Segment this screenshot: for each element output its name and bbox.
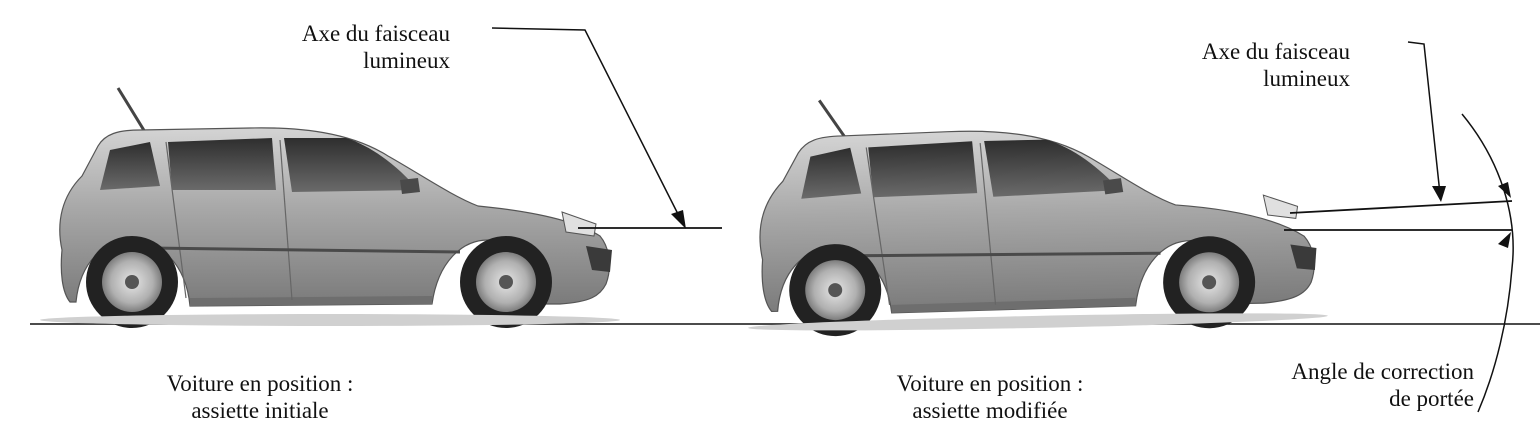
beam-axis-modified bbox=[1289, 200, 1513, 214]
leader-left bbox=[491, 27, 683, 223]
leader-right bbox=[1407, 41, 1441, 195]
arc-arrow-bottom bbox=[1498, 232, 1511, 248]
label-car-modified: Voiture en position : assiette modifiée bbox=[840, 370, 1140, 424]
arc-arrow-top bbox=[1498, 182, 1511, 198]
label-correction-angle: Angle de correction de portée bbox=[1210, 358, 1474, 412]
correction-angle-arc bbox=[1461, 113, 1514, 413]
label-beam-axis-right-line2: lumineux bbox=[1263, 66, 1350, 91]
label-car-modified-line1: Voiture en position : bbox=[896, 371, 1084, 396]
arrowhead-right bbox=[1432, 186, 1446, 202]
label-beam-axis-left-line1: Axe du faisceau bbox=[301, 21, 450, 46]
label-car-modified-line2: assiette modifiée bbox=[912, 398, 1068, 423]
label-correction-angle-line2: de portée bbox=[1389, 386, 1474, 411]
label-correction-angle-line1: Angle de correction bbox=[1291, 359, 1474, 384]
car-modified bbox=[747, 99, 1328, 337]
label-beam-axis-left: Axe du faisceau lumineux bbox=[228, 20, 450, 74]
arrowhead-left bbox=[671, 210, 686, 229]
label-car-initial-line1: Voiture en position : bbox=[166, 371, 354, 396]
label-car-initial-line2: assiette initiale bbox=[191, 398, 329, 423]
label-beam-axis-right: Axe du faisceau lumineux bbox=[1128, 38, 1350, 92]
car-initial bbox=[40, 87, 620, 328]
label-beam-axis-right-line1: Axe du faisceau bbox=[1201, 39, 1350, 64]
label-beam-axis-left-line2: lumineux bbox=[363, 48, 450, 73]
label-car-initial: Voiture en position : assiette initiale bbox=[110, 370, 410, 424]
